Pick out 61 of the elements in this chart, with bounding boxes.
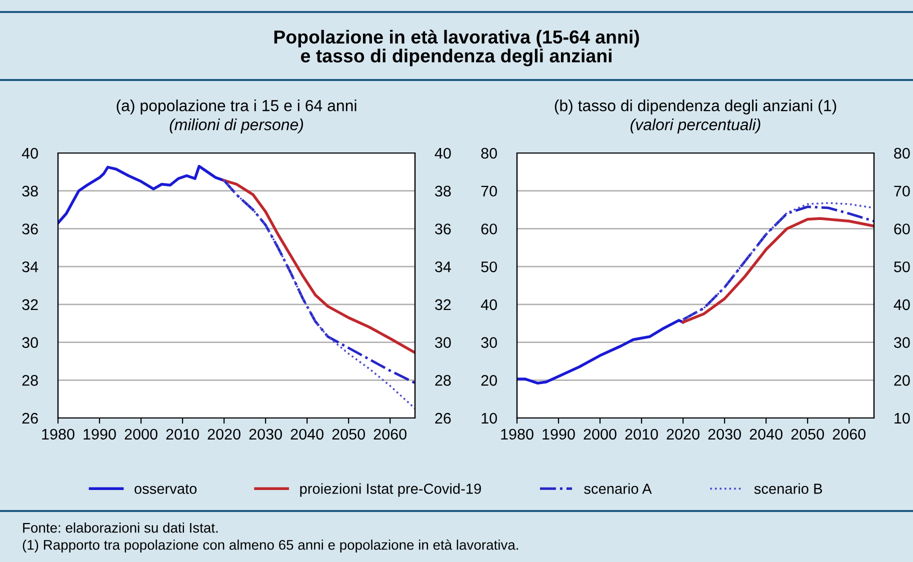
x-tick-label: 1980 xyxy=(42,428,74,440)
x-tick-label: 2020 xyxy=(208,428,240,440)
y2-tick-label: 26 xyxy=(435,412,451,424)
y-tick-label: 34 xyxy=(22,261,38,272)
y-tick-label: 28 xyxy=(22,375,38,386)
y2-tick-label: 80 xyxy=(894,148,910,159)
y2-tick-label: 60 xyxy=(894,224,910,234)
x-tick-label: 2040 xyxy=(290,428,324,440)
y2-tick-label: 70 xyxy=(894,186,910,197)
y-tick-label: 30 xyxy=(22,337,38,348)
y-tick-label: 32 xyxy=(22,299,38,310)
y-tick-label: 80 xyxy=(481,148,497,159)
y-tick-label: 26 xyxy=(22,412,38,424)
y-tick-label: 70 xyxy=(481,186,497,197)
y2-tick-label: 30 xyxy=(894,337,910,348)
x-tick-label: 2050 xyxy=(791,428,824,440)
y2-tick-label: 36 xyxy=(435,224,451,234)
y-tick-label: 30 xyxy=(481,337,497,348)
x-tick-label: 2020 xyxy=(666,428,700,440)
x-tick-label: 2040 xyxy=(750,428,782,440)
x-tick-label: 2000 xyxy=(124,428,158,440)
y2-tick-label: 32 xyxy=(435,299,451,310)
chart-title: (a) popolazione tra i 15 e i 64 anni xyxy=(116,100,356,114)
chart-title: (b) tasso di dipendenza degli anziani (1) xyxy=(554,100,836,114)
legend-label: scenario A xyxy=(584,483,652,494)
y2-tick-label: 34 xyxy=(435,261,451,272)
y2-tick-label: 28 xyxy=(435,375,451,386)
x-tick-label: 2010 xyxy=(625,428,658,440)
x-tick-label: 2060 xyxy=(832,428,866,440)
x-tick-label: 1980 xyxy=(501,428,534,440)
y-tick-label: 50 xyxy=(481,261,497,272)
chart-subtitle: (valori percentuali) xyxy=(630,118,760,134)
y-tick-label: 40 xyxy=(480,299,497,310)
y-tick-label: 40 xyxy=(22,148,38,159)
y2-tick-label: 30 xyxy=(435,337,451,348)
x-tick-label: 2000 xyxy=(584,428,616,440)
y2-tick-label: 50 xyxy=(894,261,910,272)
x-tick-label: 2030 xyxy=(249,428,282,440)
x-tick-label: 1990 xyxy=(84,428,116,440)
y2-tick-label: 40 xyxy=(894,299,910,310)
text: Popolazione in età lavorativa (15-64 anni) e tasso di dipendenza degli anziani xyxy=(274,30,639,66)
y-tick-label: 36 xyxy=(22,224,38,234)
x-tick-label: 1990 xyxy=(542,428,575,440)
source-note: Fonte: elaborazioni su dati Istat. xyxy=(23,522,218,533)
y2-tick-label: 20 xyxy=(894,375,910,386)
x-tick-label: 2010 xyxy=(166,428,199,440)
x-tick-label: 2050 xyxy=(332,428,365,440)
x-tick-label: 2060 xyxy=(374,428,406,440)
y2-tick-label: 10 xyxy=(894,412,910,424)
legend-label: osservato xyxy=(134,484,197,494)
y2-tick-label: 38 xyxy=(435,186,451,197)
text: (1) Rapporto tra popolazione con almeno 65 anni e popolazione in età lavorativa. xyxy=(22,539,518,553)
y-tick-label: 38 xyxy=(22,186,38,197)
y-tick-label: 20 xyxy=(481,375,497,386)
legend-label: scenario B xyxy=(754,483,822,494)
legend-label: proiezioni Istat pre-Covid-19 xyxy=(300,483,481,497)
x-tick-label: 2030 xyxy=(708,428,741,440)
y-tick-label: 10 xyxy=(482,412,497,424)
y2-tick-label: 40 xyxy=(434,148,451,159)
chart-subtitle: (milioni di persone) xyxy=(170,118,304,134)
y-tick-label: 60 xyxy=(481,224,497,234)
